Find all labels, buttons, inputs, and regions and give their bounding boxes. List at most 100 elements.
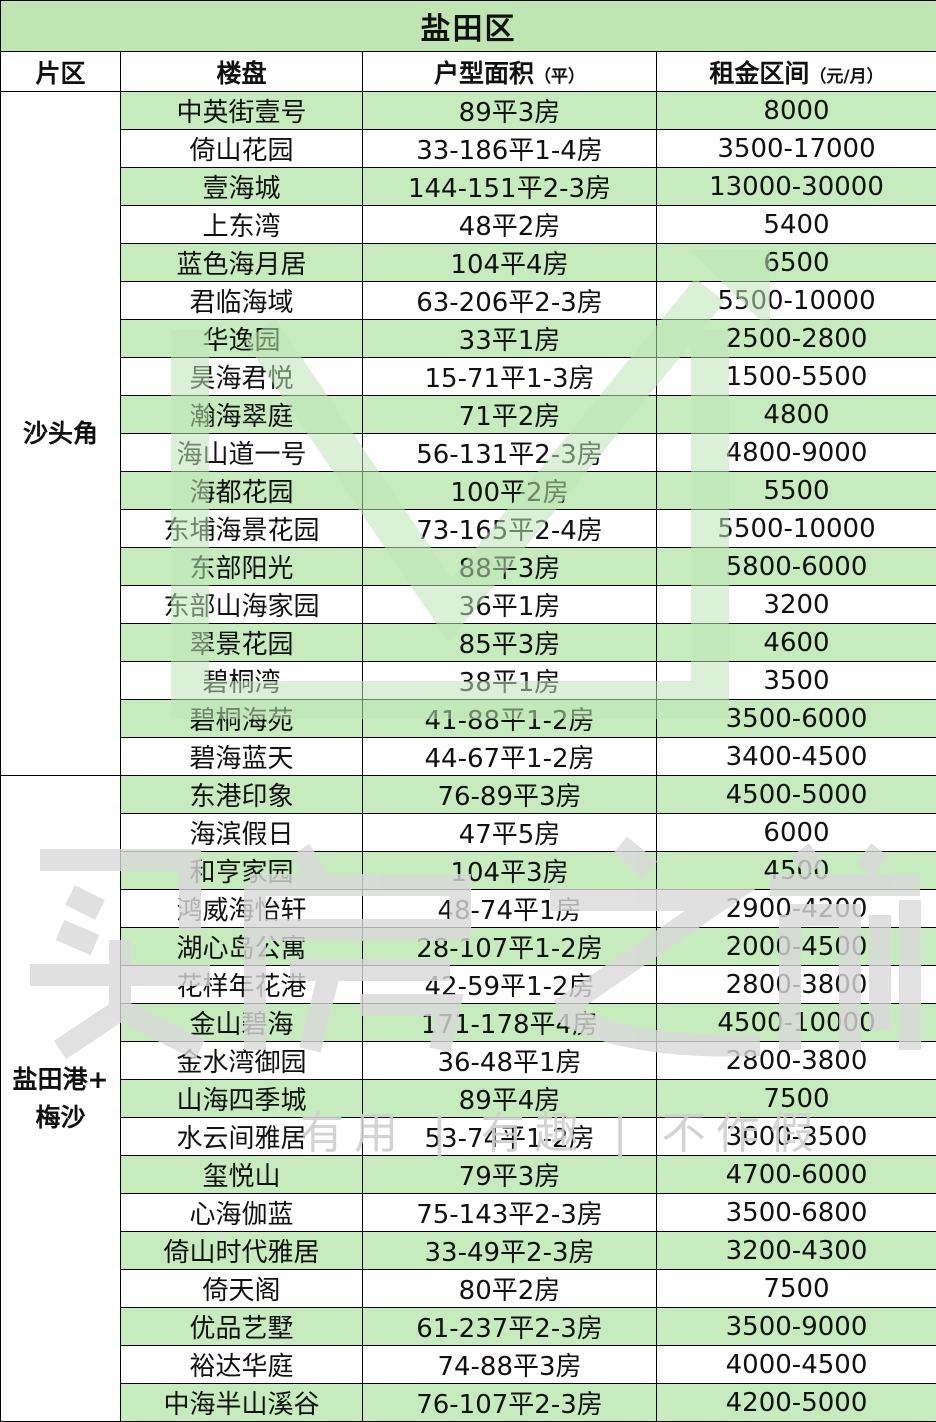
estate-cell: 翠景花园: [121, 624, 363, 662]
estate-cell: 花样年花港: [121, 966, 363, 1004]
layout-cell: 38平1房: [363, 662, 657, 700]
header-layout-unit: （平）: [534, 67, 585, 87]
estate-cell: 金水湾御园: [121, 1042, 363, 1080]
area-cell: 盐田港+梅沙: [1, 776, 121, 1422]
layout-cell: 73-165平2-4房: [363, 510, 657, 548]
rent-cell: 4800-9000: [657, 434, 936, 472]
layout-cell: 89平3房: [363, 92, 657, 130]
estate-cell: 君临海域: [121, 282, 363, 320]
estate-cell: 心海伽蓝: [121, 1194, 363, 1232]
layout-cell: 28-107平1-2房: [363, 928, 657, 966]
rent-cell: 5500-10000: [657, 282, 936, 320]
header-layout: 户型面积（平）: [363, 52, 657, 92]
estate-cell: 优品艺墅: [121, 1308, 363, 1346]
layout-cell: 33-49平2-3房: [363, 1232, 657, 1270]
rent-cell: 3500-17000: [657, 130, 936, 168]
layout-cell: 63-206平2-3房: [363, 282, 657, 320]
estate-cell: 玺悦山: [121, 1156, 363, 1194]
estate-cell: 碧桐湾: [121, 662, 363, 700]
rent-cell: 5400: [657, 206, 936, 244]
rent-cell: 4200-5000: [657, 1384, 936, 1422]
estate-cell: 裕达华庭: [121, 1346, 363, 1384]
layout-cell: 89平4房: [363, 1080, 657, 1118]
title-row: 盐田区: [1, 1, 936, 52]
estate-cell: 华逸园: [121, 320, 363, 358]
rent-cell: 2000-4500: [657, 928, 936, 966]
rent-cell: 4500-5000: [657, 776, 936, 814]
rent-cell: 3400-4500: [657, 738, 936, 776]
rent-cell: 2500-2800: [657, 320, 936, 358]
header-rent-unit: （元/月）: [809, 67, 883, 87]
layout-cell: 144-151平2-3房: [363, 168, 657, 206]
layout-cell: 104平4房: [363, 244, 657, 282]
estate-cell: 湖心岛公寓: [121, 928, 363, 966]
estate-cell: 碧海蓝天: [121, 738, 363, 776]
layout-cell: 48平2房: [363, 206, 657, 244]
layout-cell: 104平3房: [363, 852, 657, 890]
rent-cell: 6000: [657, 814, 936, 852]
rent-cell: 3500-9000: [657, 1308, 936, 1346]
area-cell: 沙头角: [1, 92, 121, 776]
estate-cell: 中海半山溪谷: [121, 1384, 363, 1422]
estate-cell: 倚山时代雅居: [121, 1232, 363, 1270]
layout-cell: 76-89平3房: [363, 776, 657, 814]
estate-cell: 碧桐海苑: [121, 700, 363, 738]
rent-cell: 4600: [657, 624, 936, 662]
estate-cell: 东部阳光: [121, 548, 363, 586]
header-area: 片区: [1, 52, 121, 92]
rent-cell: 7500: [657, 1270, 936, 1308]
layout-cell: 76-107平2-3房: [363, 1384, 657, 1422]
rent-cell: 4000-4500: [657, 1346, 936, 1384]
layout-cell: 80平2房: [363, 1270, 657, 1308]
rent-cell: 4800: [657, 396, 936, 434]
estate-cell: 倚山花园: [121, 130, 363, 168]
rent-cell: 2800-3800: [657, 966, 936, 1004]
estate-cell: 昊海君悦: [121, 358, 363, 396]
layout-cell: 47平5房: [363, 814, 657, 852]
layout-cell: 36平1房: [363, 586, 657, 624]
layout-cell: 75-143平2-3房: [363, 1194, 657, 1232]
header-rent: 租金区间（元/月）: [657, 52, 936, 92]
layout-cell: 15-71平1-3房: [363, 358, 657, 396]
header-rent-label: 租金区间: [709, 59, 809, 88]
estate-cell: 鸿威海怡轩: [121, 890, 363, 928]
rent-cell: 3200-4300: [657, 1232, 936, 1270]
rent-cell: 7500: [657, 1080, 936, 1118]
rent-cell: 13000-30000: [657, 168, 936, 206]
layout-cell: 42-59平1-2房: [363, 966, 657, 1004]
layout-cell: 33-186平1-4房: [363, 130, 657, 168]
layout-cell: 85平3房: [363, 624, 657, 662]
rent-cell: 4500: [657, 852, 936, 890]
estate-cell: 山海四季城: [121, 1080, 363, 1118]
layout-cell: 71平2房: [363, 396, 657, 434]
estate-cell: 水云间雅居: [121, 1118, 363, 1156]
rent-cell: 2800-3800: [657, 1042, 936, 1080]
rent-cell: 3500: [657, 662, 936, 700]
estate-cell: 壹海城: [121, 168, 363, 206]
layout-cell: 88平3房: [363, 548, 657, 586]
rent-cell: 1500-5500: [657, 358, 936, 396]
layout-cell: 41-88平1-2房: [363, 700, 657, 738]
